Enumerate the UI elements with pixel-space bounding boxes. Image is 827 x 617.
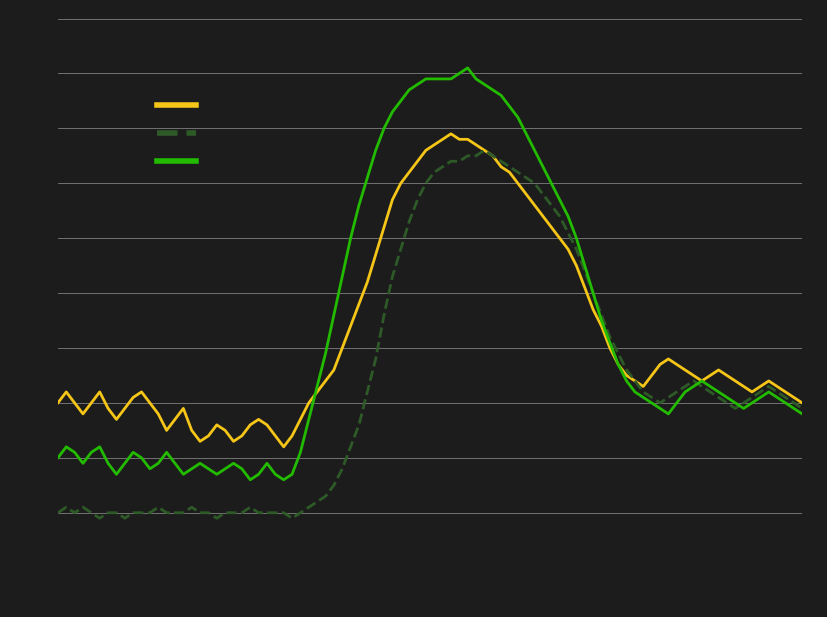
Legend: , , : , , bbox=[154, 97, 198, 172]
